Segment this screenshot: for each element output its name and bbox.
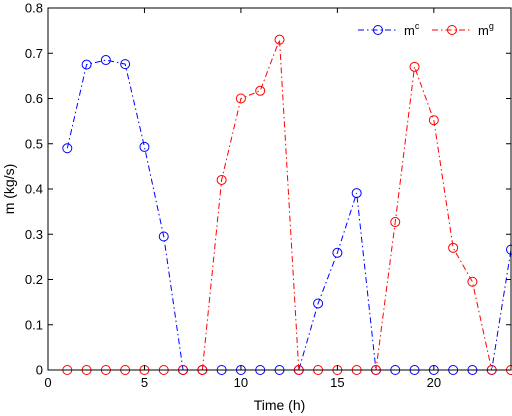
x-axis-title: Time (h) (254, 397, 306, 413)
data-point-m-g (274, 34, 285, 45)
y-axis-title: m (kg/s) (1, 164, 17, 215)
y-tick-label: 0.3 (25, 227, 43, 242)
data-point-m-g (409, 61, 420, 72)
y-tick-label: 0.2 (25, 272, 43, 287)
legend-marker-m-c (373, 25, 383, 35)
data-point-m-g (428, 115, 439, 126)
y-tick-label: 0 (36, 363, 43, 378)
series-line-m-c (66, 59, 512, 371)
legend: mc mg (355, 14, 505, 46)
legend-box (355, 14, 505, 46)
data-point-m-g (390, 217, 401, 228)
data-point-m-c (139, 141, 150, 152)
data-point-m-c (120, 59, 131, 70)
y-tick-label: 0.4 (25, 182, 43, 197)
data-point-m-c (351, 188, 362, 199)
y-tick-label: 0.5 (25, 136, 43, 151)
data-point-m-c (158, 231, 169, 242)
data-point-m-c (332, 247, 343, 258)
y-tick-label: 0.7 (25, 46, 43, 61)
legend-marker-m-g (447, 25, 457, 35)
data-point-m-g (448, 242, 459, 253)
x-tick-label: 20 (427, 375, 441, 390)
data-point-m-g (255, 85, 266, 96)
data-point-m-g (216, 174, 227, 185)
data-point-m-g (235, 93, 246, 104)
series-layer (62, 34, 512, 375)
legend-label-m-g: mg (478, 21, 494, 38)
y-tick-label: 0.8 (25, 1, 43, 16)
data-point-m-c (313, 298, 324, 309)
axes-layer: 0 5 10 15 20 0 0.1 0.2 0.3 0.4 0.5 0.6 0.7 0.8 (25, 1, 511, 390)
data-point-m-g (467, 276, 478, 287)
x-tick-label: 5 (141, 375, 148, 390)
data-point-m-c (100, 55, 111, 66)
x-tick-label: 10 (234, 375, 248, 390)
y-tick-label: 0.1 (25, 317, 43, 332)
x-tick-label: 15 (330, 375, 344, 390)
series-line-m-g (67, 39, 511, 371)
y-tick-label: 0.6 (25, 91, 43, 106)
data-point-m-c (62, 143, 73, 154)
data-point-m-c (81, 59, 92, 70)
legend-label-m-c: mc (404, 21, 420, 38)
x-tick-label: 0 (44, 375, 51, 390)
